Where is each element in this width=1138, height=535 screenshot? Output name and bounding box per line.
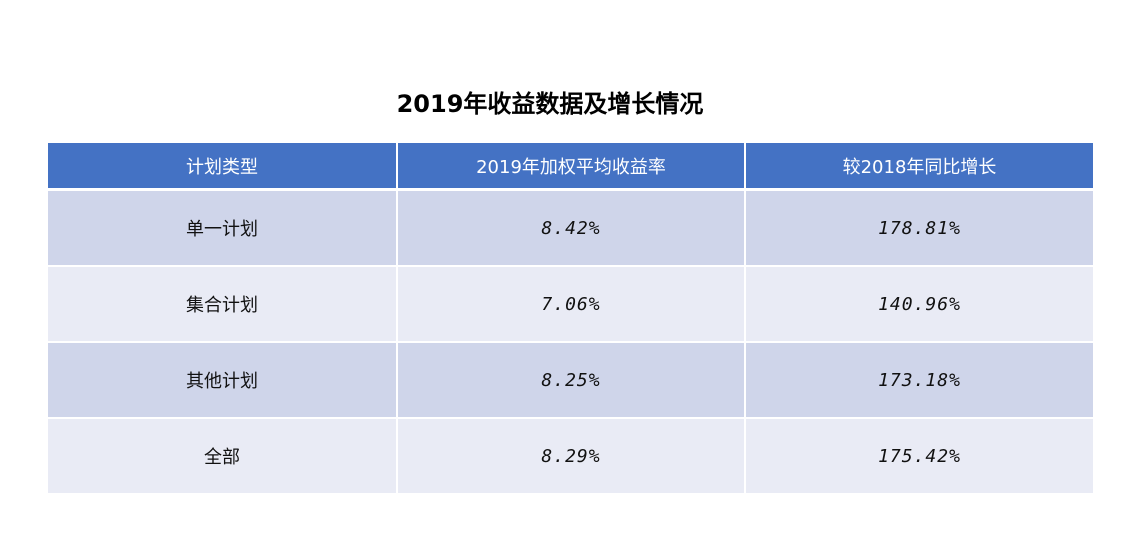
yoy-growth-cell: 140.96% [745, 266, 1093, 343]
table-row: 其他计划 8.25% 173.18% [48, 342, 1093, 419]
returns-table: 计划类型 2019年加权平均收益率 较2018年同比增长 单一计划 8.42% … [48, 143, 1093, 495]
yoy-growth-cell: 173.18% [745, 342, 1093, 419]
table-row: 全部 8.29% 175.42% [48, 418, 1093, 495]
table-header-row: 计划类型 2019年加权平均收益率 较2018年同比增长 [48, 143, 1093, 191]
plan-type-cell: 全部 [48, 418, 398, 495]
weighted-return-cell: 8.42% [397, 189, 746, 267]
column-header-plan-type: 计划类型 [48, 143, 398, 191]
table-row: 单一计划 8.42% 178.81% [48, 189, 1093, 267]
plan-type-cell: 集合计划 [48, 266, 398, 343]
weighted-return-cell: 8.29% [397, 418, 746, 495]
weighted-return-cell: 7.06% [397, 266, 746, 343]
yoy-growth-cell: 175.42% [745, 418, 1093, 495]
page-title: 2019年收益数据及增长情况 [396, 90, 704, 118]
column-header-yoy-growth: 较2018年同比增长 [745, 143, 1093, 191]
weighted-return-cell: 8.25% [397, 342, 746, 419]
plan-type-cell: 其他计划 [48, 342, 398, 419]
table-row: 集合计划 7.06% 140.96% [48, 266, 1093, 343]
yoy-growth-cell: 178.81% [745, 189, 1093, 267]
column-header-weighted-return: 2019年加权平均收益率 [397, 143, 746, 191]
plan-type-cell: 单一计划 [48, 189, 398, 267]
